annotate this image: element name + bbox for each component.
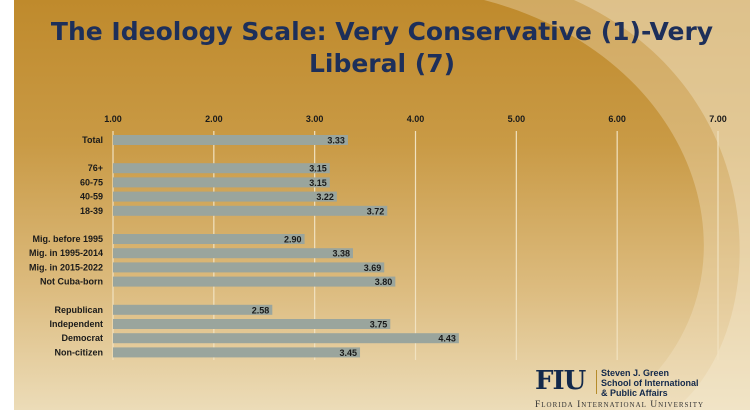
logo-divider	[596, 370, 597, 394]
category-label: Mig. before 1995	[32, 234, 103, 244]
bar	[113, 234, 305, 244]
x-tick-label: 7.00	[709, 114, 727, 124]
school-line: Steven J. Green	[601, 368, 670, 378]
category-label: Non-citizen	[55, 347, 104, 357]
category-label: 18-39	[80, 206, 103, 216]
data-label: 3.38	[332, 249, 350, 259]
x-tick-label: 1.00	[104, 114, 122, 124]
data-label: 3.72	[367, 206, 385, 216]
bar	[113, 205, 388, 216]
data-label: 2.90	[284, 235, 302, 245]
data-label: 2.58	[252, 305, 270, 315]
bar	[113, 276, 396, 287]
fiu-wordmark: FIU	[535, 366, 586, 396]
data-label: 3.22	[316, 192, 334, 202]
x-tick-label: 2.00	[205, 114, 223, 124]
category-label: Independent	[50, 319, 104, 329]
decorative-curve	[484, 0, 750, 410]
category-label: Democrat	[61, 333, 103, 343]
bar	[113, 319, 391, 329]
category-label: Republican	[54, 305, 103, 315]
category-label: Total	[82, 135, 103, 145]
data-label: 4.43	[438, 334, 456, 344]
data-label: 3.15	[309, 164, 327, 174]
bar	[113, 135, 348, 145]
data-label: 3.33	[327, 136, 345, 146]
category-label: Not Cuba-born	[40, 277, 103, 287]
x-tick-label: 6.00	[608, 114, 626, 124]
data-label: 3.15	[309, 178, 327, 188]
data-label: 3.80	[375, 277, 393, 287]
bar	[113, 262, 385, 273]
fiu-logo: FIU Steven J. Green School of Internatio…	[535, 366, 735, 410]
data-label: 3.45	[340, 348, 358, 358]
category-label: 40-59	[80, 192, 103, 202]
school-line: School of International	[601, 378, 699, 388]
bar	[113, 333, 459, 344]
school-line: & Public Affairs	[601, 388, 668, 398]
x-tick-label: 5.00	[508, 114, 526, 124]
university-name: Florida International University	[535, 400, 705, 410]
bar	[113, 163, 330, 174]
x-tick-label: 3.00	[306, 114, 324, 124]
bar	[113, 191, 337, 202]
category-label: Mig. in 1995-2014	[29, 248, 103, 258]
bar	[113, 248, 353, 259]
bar	[113, 304, 273, 315]
chart-title: The Ideology Scale: Very Conservative (1…	[50, 17, 714, 78]
bar	[113, 347, 361, 358]
data-label: 3.69	[364, 263, 382, 273]
bar	[113, 177, 330, 188]
data-label: 3.75	[370, 320, 388, 330]
category-label: 60-75	[80, 177, 103, 187]
x-tick-label: 4.00	[407, 114, 425, 124]
category-label: 76+	[88, 163, 103, 173]
category-label: Mig. in 2015-2022	[29, 262, 103, 272]
school-name: Steven J. Green School of International …	[601, 368, 699, 398]
